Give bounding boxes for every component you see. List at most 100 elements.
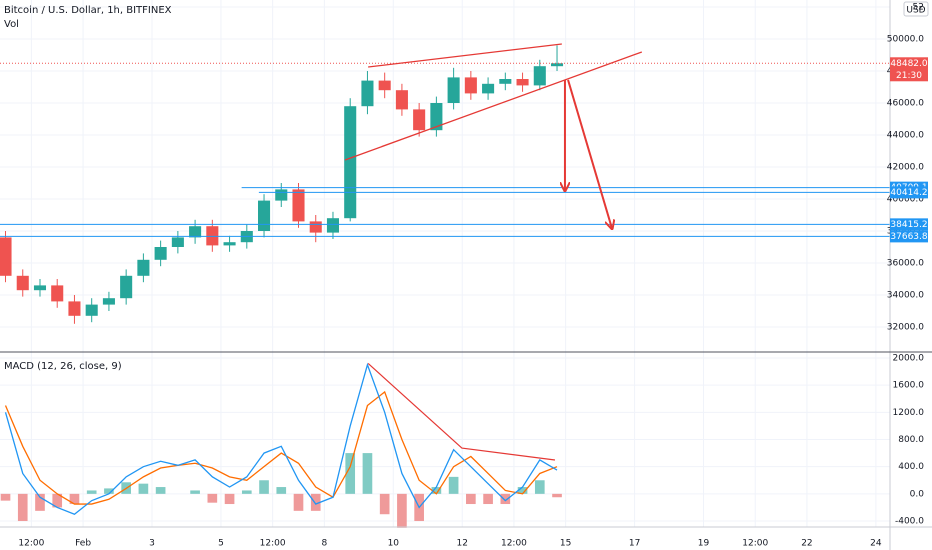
- candle-body: [378, 80, 391, 91]
- candle-body: [309, 221, 322, 233]
- candle-body: [326, 218, 340, 233]
- candle-body: [206, 226, 219, 246]
- trendline: [368, 43, 562, 68]
- macd-histogram-bar: [448, 476, 459, 494]
- candle-body: [223, 242, 236, 246]
- macd-histogram-bar: [138, 483, 149, 494]
- macd-histogram-bar: [35, 493, 45, 511]
- candle-body: [85, 304, 98, 316]
- candle-body: [154, 247, 167, 260]
- x-tick-label: 22: [801, 539, 812, 549]
- chart-title: Bitcoin / U.S. Dollar, 1h, BITFINEX: [4, 5, 172, 16]
- candle-body: [120, 275, 133, 299]
- candle-body: [171, 237, 184, 247]
- candle-body: [482, 83, 495, 94]
- x-tick-label: 12:00: [742, 539, 768, 549]
- macd-histogram-bar: [483, 493, 493, 505]
- candle-body: [275, 189, 288, 201]
- macd-histogram-bar: [207, 493, 218, 503]
- macd-histogram-bar: [104, 488, 114, 494]
- macd-histogram-bar: [293, 493, 304, 511]
- candle-body: [395, 90, 408, 110]
- y-tick-label: 44000.0: [887, 131, 924, 141]
- macd-histogram-bar: [0, 493, 11, 501]
- macd-histogram-bar: [362, 453, 373, 494]
- candle-body: [51, 285, 64, 302]
- level-label: 40414.2: [890, 188, 927, 198]
- x-tick-label: 8: [321, 539, 327, 549]
- candle-body: [0, 237, 12, 276]
- candle-body: [16, 275, 29, 291]
- macd-tick-label: 2000.0: [893, 353, 925, 363]
- x-tick-label: 3: [149, 539, 155, 549]
- candle-body: [68, 301, 81, 316]
- y-tick-label: 40000.0: [887, 195, 924, 205]
- macd-histogram-bar: [190, 490, 200, 494]
- currency-box[interactable]: [903, 1, 929, 17]
- macd-tick-label: 400.0: [898, 462, 924, 472]
- candle-body: [430, 103, 443, 131]
- x-tick-label: 12: [457, 539, 468, 549]
- candle-body: [499, 79, 512, 84]
- last-price-label: 48482.0: [890, 59, 927, 69]
- candle-body: [550, 63, 564, 67]
- macd-histogram-bar: [17, 493, 28, 522]
- candle-body: [33, 285, 47, 291]
- macd-histogram-bar: [86, 490, 97, 494]
- volume-label: Vol: [4, 19, 19, 30]
- macd-histogram-bar: [500, 493, 511, 505]
- candle-body: [137, 259, 150, 276]
- macd-histogram-bar: [241, 490, 252, 494]
- macd-histogram-bar: [276, 487, 287, 494]
- level-tag: [890, 230, 928, 243]
- macd-histogram-bar: [259, 480, 269, 494]
- signal-line: [4, 390, 558, 505]
- trendline: [344, 51, 643, 161]
- macd-line: [4, 362, 558, 515]
- macd-tick-label: 1200.0: [893, 408, 925, 418]
- macd-tick-label: 0.0: [910, 489, 925, 499]
- x-tick-label: 12:00: [18, 539, 44, 549]
- y-tick-label: 32000.0: [887, 323, 924, 333]
- candle-body: [413, 109, 426, 131]
- candle-body: [533, 66, 546, 86]
- macd-title: MACD (12, 26, close, 9): [4, 361, 122, 372]
- macd-tick-label: -400.0: [895, 517, 924, 527]
- candle-body: [189, 226, 202, 238]
- level-tag: [890, 218, 928, 231]
- macd-histogram-bar: [552, 493, 562, 498]
- y-tick-label: 34000.0: [887, 291, 924, 301]
- candle-body: [102, 298, 115, 305]
- candle-body: [292, 189, 305, 222]
- candle-body: [361, 80, 374, 107]
- macd-histogram-bar: [517, 487, 528, 494]
- macd-histogram-bar: [69, 493, 80, 505]
- macd-histogram-bar: [431, 487, 442, 494]
- macd-histogram-bar: [466, 493, 476, 505]
- macd-histogram-bar: [310, 493, 321, 511]
- y-tick-label: 36000.0: [887, 259, 924, 269]
- candle-body: [464, 77, 477, 94]
- currency[interactable]: USD: [906, 6, 925, 16]
- macd-histogram-bar: [397, 493, 407, 528]
- level-label: 37663.8: [890, 232, 927, 242]
- x-tick-label: 15: [560, 539, 571, 549]
- candle-body: [447, 77, 460, 103]
- arrow: [567, 79, 612, 228]
- candle-body: [258, 200, 271, 231]
- x-tick-label: 24: [870, 539, 882, 549]
- macd-tick-label: 800.0: [898, 435, 924, 445]
- last-price-tag: [890, 57, 928, 82]
- level-tag: [890, 186, 928, 199]
- divergence-line: [367, 363, 556, 461]
- countdown: 21:30: [896, 71, 922, 81]
- x-tick-label: 5: [218, 539, 224, 549]
- candle-body: [516, 79, 529, 86]
- macd-histogram-bar: [52, 493, 63, 508]
- macd-histogram-bar: [345, 453, 356, 494]
- candle-body: [344, 106, 357, 219]
- level-label: 38415.2: [890, 220, 927, 230]
- macd-histogram-bar: [224, 493, 235, 505]
- macd-histogram-bar: [379, 493, 390, 515]
